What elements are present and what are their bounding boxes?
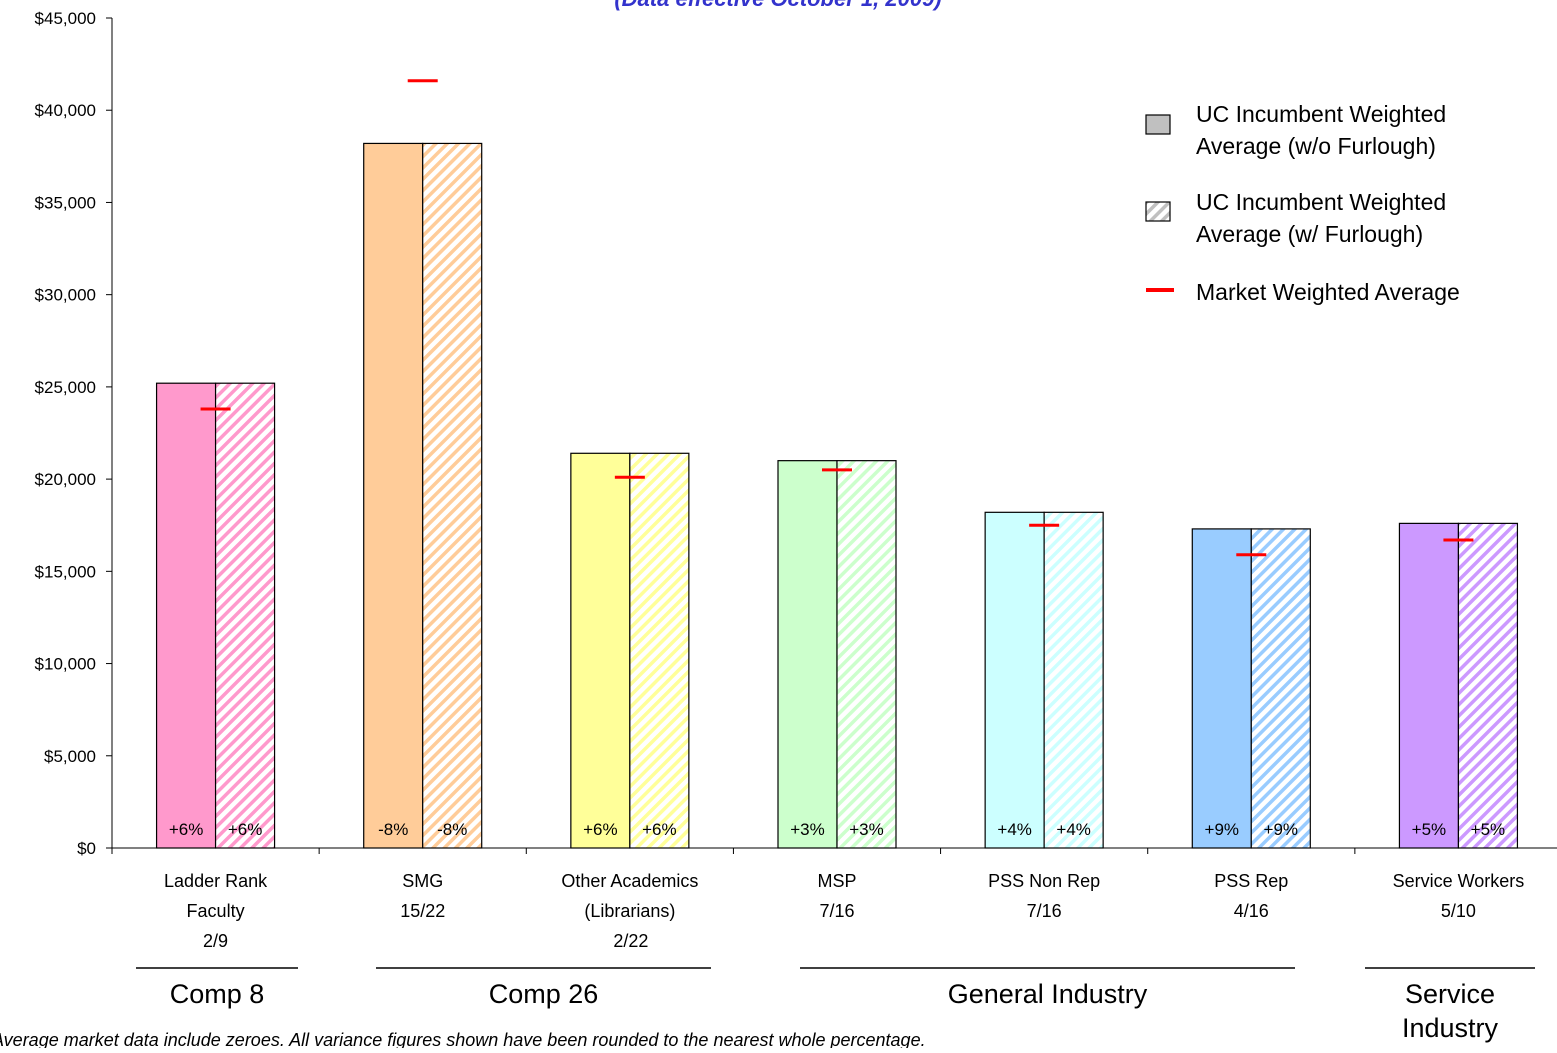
bar-percent-label: +3% <box>849 820 884 839</box>
bar-percent-label: +3% <box>790 820 825 839</box>
category-label: PSS Non Rep <box>988 871 1100 891</box>
category-label: 15/22 <box>400 901 445 921</box>
category-label: Faculty <box>187 901 245 921</box>
y-tick-label: $5,000 <box>44 747 96 766</box>
bar-with-furlough <box>422 142 483 849</box>
bar-percent-label: +6% <box>583 820 618 839</box>
category-label: Service Workers <box>1393 871 1525 891</box>
bar-percent-label: +5% <box>1412 820 1447 839</box>
legend-swatch-with-furlough <box>1145 201 1171 222</box>
bar-percent-label: +6% <box>642 820 677 839</box>
bar-with-furlough <box>836 460 897 849</box>
bar-without-furlough <box>984 511 1045 849</box>
bar-percent-label: +5% <box>1471 820 1506 839</box>
bar-percent-label: +6% <box>228 820 263 839</box>
bar-percent-label: -8% <box>437 820 467 839</box>
group-label: Industry <box>1402 1013 1499 1043</box>
category-label: 4/16 <box>1234 901 1269 921</box>
y-tick-label: $20,000 <box>35 470 96 489</box>
legend-label: UC Incumbent Weighted <box>1196 189 1446 215</box>
bar-with-furlough <box>1457 522 1519 849</box>
category-label: (Librarians) <box>584 901 675 921</box>
category-label: 5/10 <box>1441 901 1476 921</box>
category-label: SMG <box>402 871 443 891</box>
category-label: 2/9 <box>203 931 228 951</box>
y-tick-label: $25,000 <box>35 378 96 397</box>
bar-without-furlough <box>1398 522 1460 849</box>
group-label: Comp 26 <box>489 979 599 1009</box>
category-label: Other Academics <box>561 871 698 891</box>
bar-percent-label: +9% <box>1264 820 1299 839</box>
category-label: 7/16 <box>819 901 854 921</box>
legend-label: Average (w/ Furlough) <box>1196 221 1423 247</box>
bar-percent-label: +4% <box>997 820 1032 839</box>
bar-without-furlough <box>777 460 838 849</box>
bar-percent-label: +4% <box>1056 820 1091 839</box>
bar-without-furlough <box>570 452 631 849</box>
bar-percent-label: +9% <box>1205 820 1240 839</box>
bar-percent-label: +6% <box>169 820 204 839</box>
chart-subtitle: (Data effective October 1, 2009) <box>614 0 941 11</box>
bar-percent-label: -8% <box>378 820 408 839</box>
footnote: Average market data include zeroes. All … <box>0 1030 926 1048</box>
y-tick-label: $30,000 <box>35 286 96 305</box>
category-label: Ladder Rank <box>164 871 268 891</box>
y-tick-label: $15,000 <box>35 562 96 581</box>
category-label: 7/16 <box>1027 901 1062 921</box>
legend-label: Market Weighted Average <box>1196 279 1460 305</box>
y-tick-label: $40,000 <box>35 101 96 120</box>
category-label: 2/22 <box>613 931 648 951</box>
bar-with-furlough <box>214 382 276 849</box>
y-tick-label: $45,000 <box>35 9 96 28</box>
y-tick-label: $0 <box>77 839 96 858</box>
y-tick-label: $10,000 <box>35 655 96 674</box>
category-label: PSS Rep <box>1214 871 1288 891</box>
bar-without-furlough <box>363 142 424 849</box>
group-label: General Industry <box>948 979 1148 1009</box>
bar-without-furlough <box>155 382 217 849</box>
legend-swatch-without-furlough <box>1145 114 1171 135</box>
legend-label: Average (w/o Furlough) <box>1196 133 1436 159</box>
group-label: Comp 8 <box>170 979 265 1009</box>
category-label: MSP <box>817 871 856 891</box>
y-tick-label: $35,000 <box>35 193 96 212</box>
legend-label: UC Incumbent Weighted <box>1196 101 1446 127</box>
bar-with-furlough <box>629 452 690 849</box>
group-label: Service <box>1405 979 1495 1009</box>
bar-with-furlough <box>1043 511 1104 849</box>
bar-without-furlough <box>1191 528 1252 849</box>
bar-with-furlough <box>1250 528 1311 849</box>
